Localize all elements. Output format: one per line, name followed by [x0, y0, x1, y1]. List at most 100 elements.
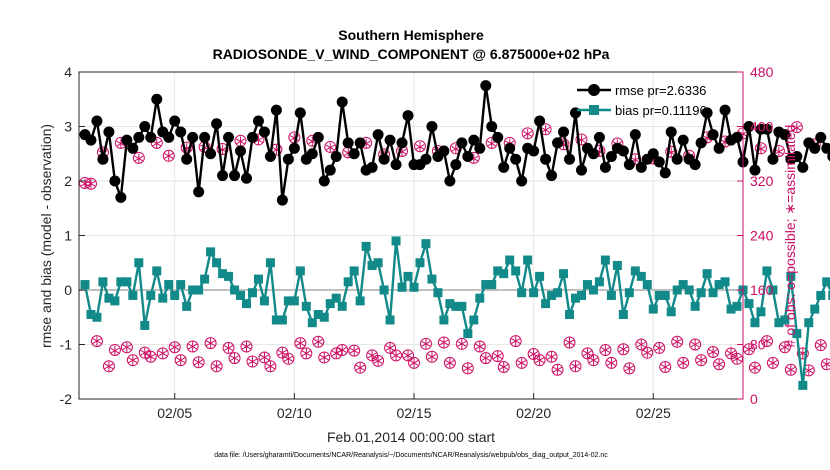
rmse-point — [528, 145, 540, 157]
bias-point — [648, 304, 658, 314]
asterisk-stroke — [804, 367, 814, 374]
obs-possible-marker — [168, 341, 181, 354]
asterisk-stroke — [523, 131, 533, 137]
rmse-point — [288, 142, 300, 154]
obs-assimilated-marker — [744, 344, 754, 355]
obs-assimilated-marker — [86, 178, 96, 189]
bias-point — [403, 271, 413, 281]
obs-possible-marker — [748, 361, 761, 374]
asterisk-stroke — [409, 359, 419, 366]
rmse-point — [366, 161, 378, 173]
asterisk-stroke — [702, 135, 712, 142]
bias-point — [810, 304, 820, 314]
asterisk-stroke — [355, 364, 365, 371]
obs-possible-marker — [276, 346, 289, 359]
bias-point — [630, 266, 640, 276]
asterisk-stroke — [606, 359, 616, 366]
asterisk-stroke — [750, 364, 760, 371]
obs-possible-marker — [443, 356, 456, 369]
rmse-point — [342, 137, 354, 149]
asterisk-stroke — [762, 338, 772, 345]
rmse-point — [139, 121, 151, 132]
bias-point — [606, 290, 616, 300]
rmse-point — [426, 121, 438, 132]
bias-point — [319, 312, 329, 322]
obs-possible-marker — [402, 349, 415, 362]
obs-assimilated-marker — [708, 346, 718, 357]
obs-assimilated-marker — [541, 124, 551, 135]
asterisk-stroke — [134, 155, 144, 162]
bias-point — [828, 290, 830, 300]
obs-possible-marker — [820, 358, 830, 371]
bias-point — [170, 290, 180, 300]
rmse-point — [252, 115, 264, 127]
bias-point — [714, 280, 724, 290]
bias-point — [277, 315, 287, 325]
bias-point — [822, 277, 830, 287]
obs-assimilated-marker — [158, 348, 168, 359]
bias-point — [421, 239, 431, 249]
rmse-point — [282, 153, 294, 165]
obs-possible-marker — [569, 360, 582, 373]
asterisk-stroke — [475, 343, 485, 350]
rmse-point — [199, 131, 211, 143]
obs-possible-marker — [372, 354, 385, 367]
rmse-point — [492, 131, 504, 143]
rmse-point — [564, 153, 576, 165]
asterisk-stroke — [690, 341, 700, 348]
obs-possible-marker — [156, 347, 169, 360]
bias-point — [792, 329, 802, 339]
obs-assimilated-marker — [463, 363, 473, 374]
rmse-point — [229, 170, 241, 182]
bias-point — [702, 269, 712, 279]
bias-point — [559, 269, 569, 279]
asterisk-stroke — [792, 124, 802, 131]
axes: 02/05 02/10 02/15 02/20 02/25 -2 -1 0 1 2 3 4 0 80 160… — [60, 64, 774, 421]
legend: rmse pr=2.6336 bias pr=0.11196 — [577, 83, 707, 118]
y-left-tick-label: 4 — [64, 64, 72, 80]
rmse-point — [486, 121, 498, 132]
obs-possible-marker — [120, 341, 133, 354]
obs-assimilated-marker — [427, 351, 437, 362]
bias-point — [230, 285, 240, 295]
rmse-point — [378, 153, 390, 165]
bias-point — [152, 266, 162, 276]
obs-assimilated-marker — [499, 361, 509, 372]
y-left-tick-label: 1 — [64, 228, 72, 244]
obs-assimilated-marker — [164, 150, 174, 161]
rmse-point — [809, 142, 821, 154]
obs-possible-marker — [545, 350, 558, 363]
bias-point — [283, 296, 293, 306]
obs-possible-marker — [695, 354, 708, 367]
bias-point — [547, 290, 557, 300]
obs-possible-marker — [246, 355, 259, 368]
rmse-point — [235, 145, 247, 157]
rmse-point — [671, 153, 683, 165]
bias-point — [218, 269, 228, 279]
bias-point — [553, 288, 563, 298]
rmse-point — [468, 134, 480, 146]
asterisk-stroke — [582, 350, 593, 357]
asterisk-stroke — [552, 366, 563, 373]
bias-point — [588, 285, 598, 295]
obs-possible-marker — [90, 335, 103, 348]
rmse-point — [749, 164, 761, 176]
obs-assimilated-marker — [732, 353, 742, 364]
obs-possible-marker — [390, 349, 403, 362]
obs-possible-marker — [258, 351, 271, 364]
asterisk-stroke — [325, 144, 335, 151]
bias-point — [768, 285, 778, 295]
bias-point — [236, 290, 246, 300]
asterisk-stroke — [247, 358, 258, 365]
obs-markers — [78, 121, 830, 377]
asterisk-stroke — [301, 350, 311, 357]
obs-possible-marker — [641, 346, 654, 359]
asterisk-stroke — [493, 353, 503, 360]
obs-assimilated-marker — [636, 339, 646, 350]
obs-assimilated-marker — [439, 337, 449, 348]
rmse-point — [181, 153, 193, 165]
obs-possible-marker — [479, 352, 492, 365]
rmse-point — [246, 131, 258, 143]
bias-point — [708, 288, 718, 298]
obs-assimilated-marker — [570, 361, 581, 372]
